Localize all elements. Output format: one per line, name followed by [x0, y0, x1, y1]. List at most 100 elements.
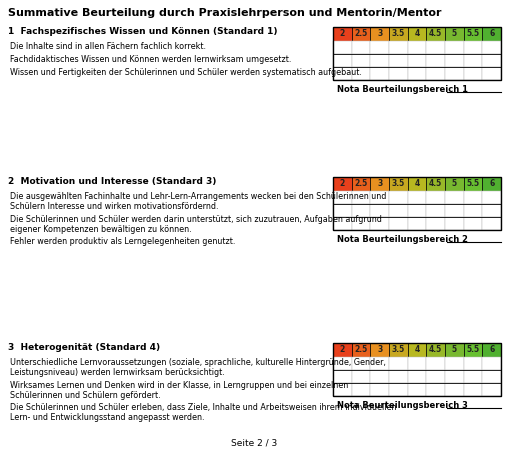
Bar — [408, 370, 427, 383]
Text: 5: 5 — [452, 180, 457, 188]
Bar — [464, 204, 483, 217]
Bar — [371, 370, 389, 383]
Text: Fehler werden produktiv als Lerngelegenheiten genutzt.: Fehler werden produktiv als Lerngelegenh… — [10, 237, 235, 246]
Bar — [371, 191, 389, 204]
Text: 5: 5 — [452, 345, 457, 354]
Bar — [389, 177, 408, 191]
Text: 6: 6 — [489, 180, 494, 188]
Bar — [371, 67, 389, 80]
Bar — [371, 54, 389, 67]
Text: 6: 6 — [489, 30, 494, 39]
Bar — [464, 67, 483, 80]
Bar — [352, 27, 371, 41]
Bar — [352, 41, 371, 54]
Bar — [445, 177, 464, 191]
Bar — [408, 383, 427, 396]
Text: 5.5: 5.5 — [466, 345, 479, 354]
Bar — [333, 191, 352, 204]
Bar — [427, 54, 445, 67]
Text: 4.5: 4.5 — [429, 345, 442, 354]
Bar — [483, 357, 501, 370]
Bar — [371, 343, 389, 357]
Bar — [389, 204, 408, 217]
Bar — [371, 27, 389, 41]
Text: Nota Beurteilungsbereich 3: Nota Beurteilungsbereich 3 — [337, 401, 468, 410]
Bar — [371, 41, 389, 54]
Bar — [483, 54, 501, 67]
Text: Die Inhalte sind in allen Fächern fachlich korrekt.: Die Inhalte sind in allen Fächern fachli… — [10, 42, 206, 51]
Bar — [483, 217, 501, 230]
Bar — [389, 383, 408, 396]
Bar — [427, 357, 445, 370]
Text: 3: 3 — [377, 30, 382, 39]
Bar — [483, 383, 501, 396]
Bar — [464, 177, 483, 191]
Bar — [427, 383, 445, 396]
Text: 1  Fachspezifisches Wissen und Können (Standard 1): 1 Fachspezifisches Wissen und Können (St… — [8, 27, 277, 36]
Bar — [427, 177, 445, 191]
Bar — [333, 177, 501, 230]
Bar — [371, 204, 389, 217]
Bar — [427, 343, 445, 357]
Text: Wirksames Lernen und Denken wird in der Klasse, in Lerngruppen und bei einzelnen: Wirksames Lernen und Denken wird in der … — [10, 380, 348, 400]
Bar — [408, 41, 427, 54]
Text: Fachdidaktisches Wissen und Können werden lernwirksam umgesetzt.: Fachdidaktisches Wissen und Können werde… — [10, 55, 291, 64]
Bar — [427, 191, 445, 204]
Bar — [333, 343, 352, 357]
Bar — [408, 177, 427, 191]
Bar — [427, 41, 445, 54]
Bar — [408, 27, 427, 41]
Bar — [483, 191, 501, 204]
Text: 3.5: 3.5 — [392, 180, 405, 188]
Bar — [333, 177, 352, 191]
Bar — [483, 204, 501, 217]
Bar — [464, 357, 483, 370]
Text: 2: 2 — [340, 345, 345, 354]
Bar — [352, 357, 371, 370]
Bar — [333, 41, 352, 54]
Bar — [371, 357, 389, 370]
Bar — [483, 370, 501, 383]
Bar — [389, 191, 408, 204]
Bar — [333, 27, 501, 80]
Bar — [464, 370, 483, 383]
Bar — [352, 67, 371, 80]
Bar — [333, 204, 352, 217]
Bar — [352, 191, 371, 204]
Text: Nota Beurteilungsbereich 2: Nota Beurteilungsbereich 2 — [337, 235, 468, 244]
Bar — [445, 370, 464, 383]
Bar — [483, 177, 501, 191]
Bar — [427, 67, 445, 80]
Text: 3: 3 — [377, 180, 382, 188]
Bar — [408, 204, 427, 217]
Text: 4.5: 4.5 — [429, 180, 442, 188]
Bar — [389, 370, 408, 383]
Bar — [352, 370, 371, 383]
Bar — [408, 217, 427, 230]
Bar — [389, 343, 408, 357]
Bar — [464, 383, 483, 396]
Bar — [333, 27, 352, 41]
Text: Nota Beurteilungsbereich 1: Nota Beurteilungsbereich 1 — [337, 85, 468, 94]
Text: 4: 4 — [414, 345, 419, 354]
Bar — [333, 383, 352, 396]
Bar — [445, 191, 464, 204]
Bar — [427, 370, 445, 383]
Bar — [445, 343, 464, 357]
Bar — [445, 357, 464, 370]
Text: Die Schülerinnen und Schüler erleben, dass Ziele, Inhalte und Arbeitsweisen ihre: Die Schülerinnen und Schüler erleben, da… — [10, 403, 397, 422]
Bar — [352, 217, 371, 230]
Bar — [371, 383, 389, 396]
Bar — [408, 343, 427, 357]
Bar — [445, 217, 464, 230]
Bar — [389, 67, 408, 80]
Bar — [427, 204, 445, 217]
Bar — [445, 54, 464, 67]
Bar — [352, 343, 371, 357]
Bar — [371, 177, 389, 191]
Bar — [464, 191, 483, 204]
Bar — [464, 343, 483, 357]
Text: 3.5: 3.5 — [392, 345, 405, 354]
Bar — [333, 54, 352, 67]
Text: Seite 2 / 3: Seite 2 / 3 — [232, 438, 277, 447]
